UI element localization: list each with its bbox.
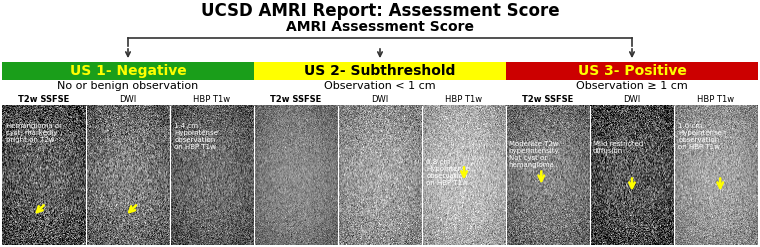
Text: HBP T1w: HBP T1w [445, 95, 483, 104]
Bar [506, 62, 758, 80]
Text: DWI: DWI [623, 95, 641, 104]
Text: T2w SSFSE: T2w SSFSE [271, 95, 321, 104]
Text: UCSD AMRI Report: Assessment Score: UCSD AMRI Report: Assessment Score [201, 2, 559, 20]
Text: HBP T1w: HBP T1w [698, 95, 735, 104]
Text: US 1- Negative: US 1- Negative [70, 64, 186, 78]
Text: AMRI Assessment Score: AMRI Assessment Score [286, 20, 474, 34]
Text: No or benign observation: No or benign observation [57, 81, 198, 91]
Text: Observation ≥ 1 cm: Observation ≥ 1 cm [576, 81, 688, 91]
Bar [2, 62, 254, 80]
Bar [254, 62, 506, 80]
Text: Observation < 1 cm: Observation < 1 cm [325, 81, 435, 91]
Text: Hemangioma or
cyst, markedly
bright on T2w: Hemangioma or cyst, markedly bright on T… [6, 123, 62, 143]
Text: DWI: DWI [119, 95, 137, 104]
Text: Mild restricted
diffusion: Mild restricted diffusion [593, 141, 643, 154]
Text: HBP T1w: HBP T1w [194, 95, 230, 104]
Text: 1.4 cm
Hypointense
observation
on HBP T1w: 1.4 cm Hypointense observation on HBP T1… [174, 123, 218, 150]
Text: T2w SSFSE: T2w SSFSE [522, 95, 574, 104]
Text: US 2- Subthreshold: US 2- Subthreshold [304, 64, 456, 78]
Text: T2w SSFSE: T2w SSFSE [18, 95, 70, 104]
Text: 1.6 cm
Hypointense
observation
on HBP T1w: 1.6 cm Hypointense observation on HBP T1… [678, 123, 722, 150]
Text: Moderate T2w
hyperintensity.
Not cyst or
hemangioma: Moderate T2w hyperintensity. Not cyst or… [508, 141, 560, 168]
Text: DWI: DWI [372, 95, 388, 104]
Text: US 3- Positive: US 3- Positive [578, 64, 686, 78]
Text: 0.8 cm
Hypointense
observation
on HBP T1w: 0.8 cm Hypointense observation on HBP T1… [426, 159, 470, 186]
